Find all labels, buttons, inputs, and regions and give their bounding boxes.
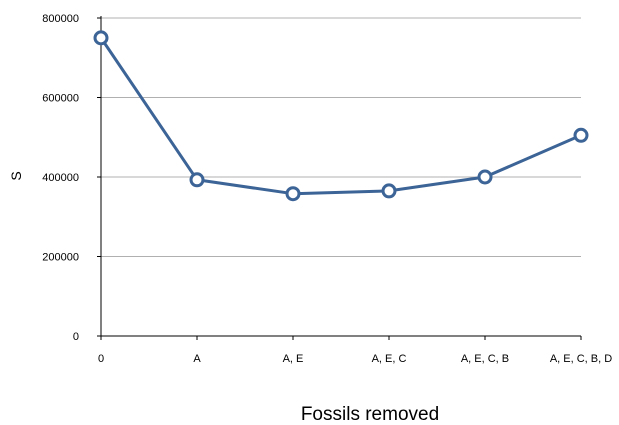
x-tick-label: A, E, C, B, D <box>550 353 612 365</box>
y-tick-label: 200000 <box>42 252 79 264</box>
y-tick-label: 400000 <box>42 172 79 184</box>
y-tick-label: 800000 <box>42 13 79 25</box>
y-tick-labels: 0 200000 400000 600000 800000 <box>42 13 79 343</box>
y-tick-label: 600000 <box>42 93 79 105</box>
x-axis-label: Fossils removed <box>301 404 439 425</box>
y-tick-label: 0 <box>73 331 79 343</box>
data-point <box>93 30 109 46</box>
x-tick-labels: 0 A A, E A, E, C A, E, C, B A, E, C, B, D <box>98 353 612 365</box>
data-point <box>189 172 205 188</box>
data-point <box>477 169 493 185</box>
axes <box>97 16 582 340</box>
gridlines <box>101 17 581 257</box>
series-group <box>93 30 589 202</box>
data-point <box>573 127 589 143</box>
x-tick-label: 0 <box>98 353 104 365</box>
data-point <box>285 186 301 202</box>
x-tick-label: A, E <box>283 353 304 365</box>
y-axis-label: S <box>8 171 24 180</box>
data-point <box>381 183 397 199</box>
x-tick-label: A, E, C, B <box>461 353 509 365</box>
x-tick-label: A, E, C <box>372 353 407 365</box>
x-tick-label: A <box>193 353 201 365</box>
series-line <box>99 37 582 196</box>
